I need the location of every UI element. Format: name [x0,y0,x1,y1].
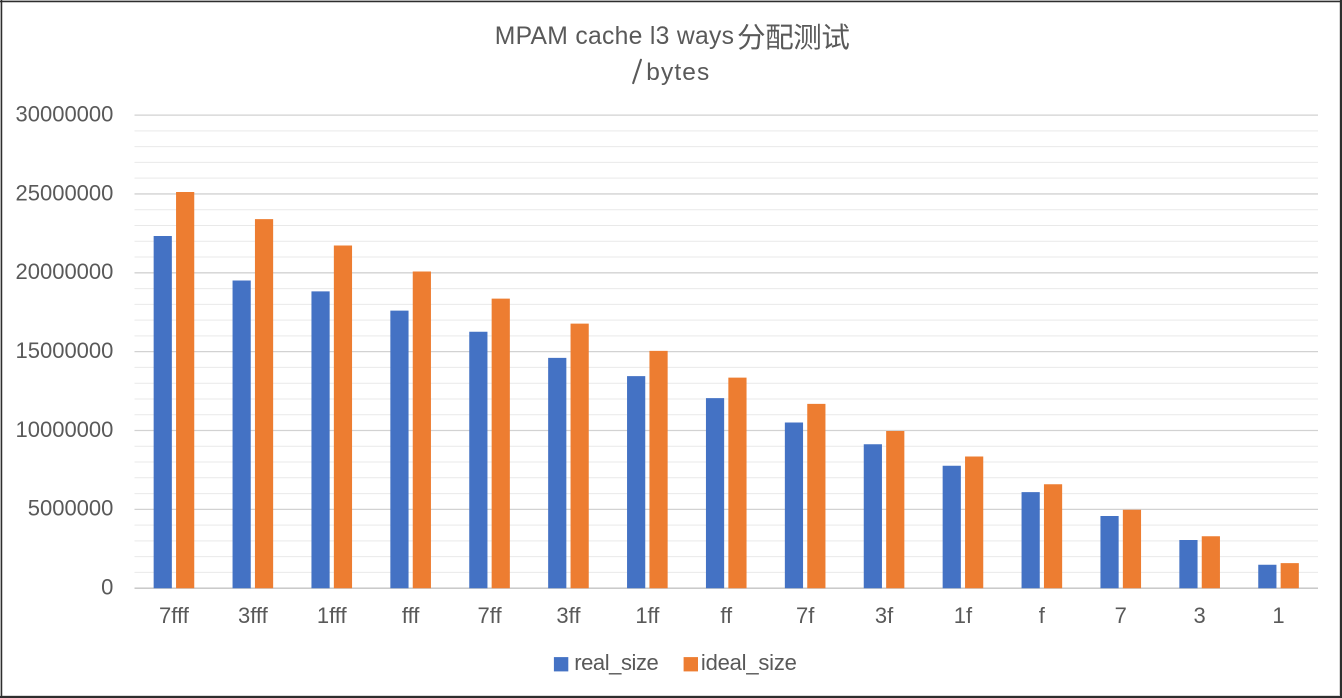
svg-text:3ff: 3ff [556,603,581,628]
svg-text:1: 1 [1272,603,1284,628]
svg-text:25000000: 25000000 [16,180,114,205]
svg-text:15000000: 15000000 [16,338,114,363]
svg-text:3: 3 [1194,603,1206,628]
svg-text:7ff: 7ff [478,603,503,628]
svg-text:10000000: 10000000 [16,417,114,442]
svg-text:3f: 3f [875,603,894,628]
svg-text:1fff: 1fff [317,603,348,628]
svg-text:ff: ff [720,603,733,628]
svg-text:30000000: 30000000 [16,101,114,126]
svg-text:20000000: 20000000 [16,259,114,284]
svg-text:1f: 1f [954,603,973,628]
svg-text:fff: fff [402,603,420,628]
svg-text:7: 7 [1115,603,1127,628]
svg-text:1ff: 1ff [635,603,660,628]
svg-text:bytes: bytes [646,59,709,86]
svg-text:5000000: 5000000 [28,496,114,521]
svg-text:0: 0 [101,575,113,600]
svg-text:ideal_size: ideal_size [701,650,797,675]
svg-text:MPAM cache l3 ways: MPAM cache l3 ways [495,23,734,50]
svg-text:real_size: real_size [574,650,659,675]
svg-text:7fff: 7fff [159,603,190,628]
svg-text:3fff: 3fff [238,603,269,628]
svg-text:f: f [1039,603,1046,628]
svg-text:7f: 7f [796,603,815,628]
